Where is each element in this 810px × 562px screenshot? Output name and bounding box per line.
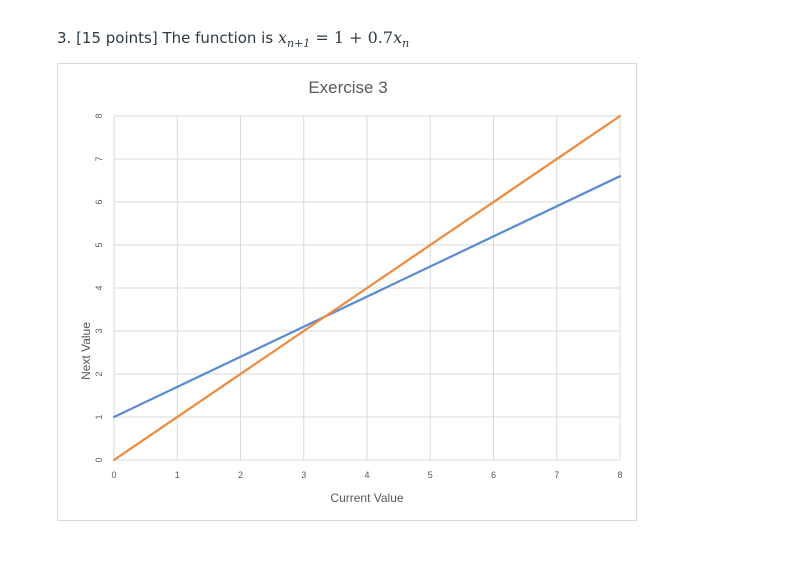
- y-tick-label: 2: [94, 371, 104, 376]
- line-chart: Exercise 3 0 1 2 3 4 5 6 7 8 0 1 2 3 4 5 6 7 8 Current V…: [79, 78, 623, 505]
- y-tick-label: 4: [94, 285, 104, 290]
- y-tick-labels: 0 1 2 3 4 5 6 7 8: [94, 113, 104, 462]
- question-text: 3. [15 points] The function is xn+1 = 1 …: [57, 28, 409, 50]
- series-line-1: [112, 175, 622, 419]
- x-tick-label: 1: [175, 470, 180, 480]
- y-tick-label: 6: [94, 199, 104, 204]
- function-formula: xn+1 = 1 + 0.7xn: [277, 28, 410, 51]
- y-tick-label: 5: [94, 242, 104, 247]
- formula-lhs-var: x: [277, 28, 287, 47]
- x-tick-label: 7: [554, 470, 559, 480]
- y-tick-label: 8: [94, 113, 104, 118]
- y-tick-label: 3: [94, 328, 104, 333]
- x-axis-label: Current Value: [330, 491, 403, 505]
- formula-lhs-sub: n+1: [286, 37, 311, 51]
- x-tick-label: 8: [617, 470, 622, 480]
- chart-container: Exercise 3 0 1 2 3 4 5 6 7 8 0 1 2 3 4 5 6 7 8 Current V…: [57, 63, 637, 521]
- x-tick-label: 5: [428, 470, 433, 480]
- series-lines: [112, 114, 622, 462]
- x-tick-labels: 0 1 2 3 4 5 6 7 8: [111, 470, 622, 480]
- x-tick-label: 6: [491, 470, 496, 480]
- formula-eq: = 1 + 0.7: [310, 28, 394, 47]
- y-tick-label: 7: [94, 156, 104, 161]
- x-tick-label: 4: [364, 470, 369, 480]
- chart-title: Exercise 3: [308, 78, 387, 97]
- question-prefix: 3. [15 points] The function is: [57, 29, 278, 47]
- formula-rhs-sub: n: [402, 37, 410, 51]
- x-tick-label: 0: [111, 470, 116, 480]
- series-line-2: [112, 114, 622, 462]
- y-tick-label: 0: [94, 457, 104, 462]
- formula-rhs-var: x: [393, 28, 403, 47]
- x-tick-label: 3: [301, 470, 306, 480]
- y-tick-label: 1: [94, 414, 104, 419]
- x-tick-label: 2: [238, 470, 243, 480]
- y-axis-label: Next Value: [79, 322, 93, 380]
